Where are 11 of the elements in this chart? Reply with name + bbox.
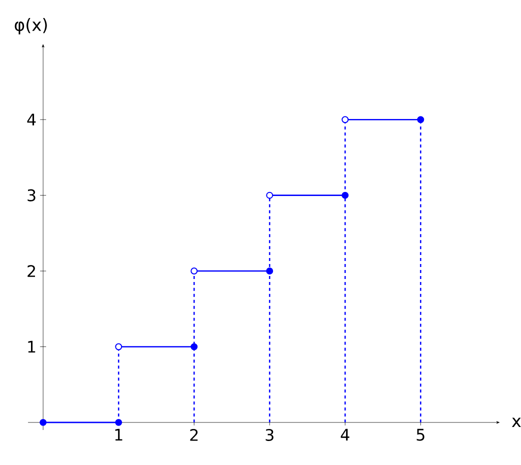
x-tick-label: 3	[266, 428, 274, 441]
x-tick-label: 4	[340, 428, 350, 441]
x-tick-label: 2	[190, 428, 198, 441]
y-axis-title: φ(x)	[14, 18, 47, 34]
x-tick-label: 1	[115, 428, 122, 441]
y-tick-label: 4	[27, 114, 36, 126]
y-tick-label: 3	[28, 189, 36, 202]
y-tick-label: 2	[28, 265, 35, 277]
y-tick-label: 1	[28, 340, 36, 353]
x-tick-label: 5	[416, 428, 424, 441]
x-axis-title: x	[512, 418, 521, 428]
